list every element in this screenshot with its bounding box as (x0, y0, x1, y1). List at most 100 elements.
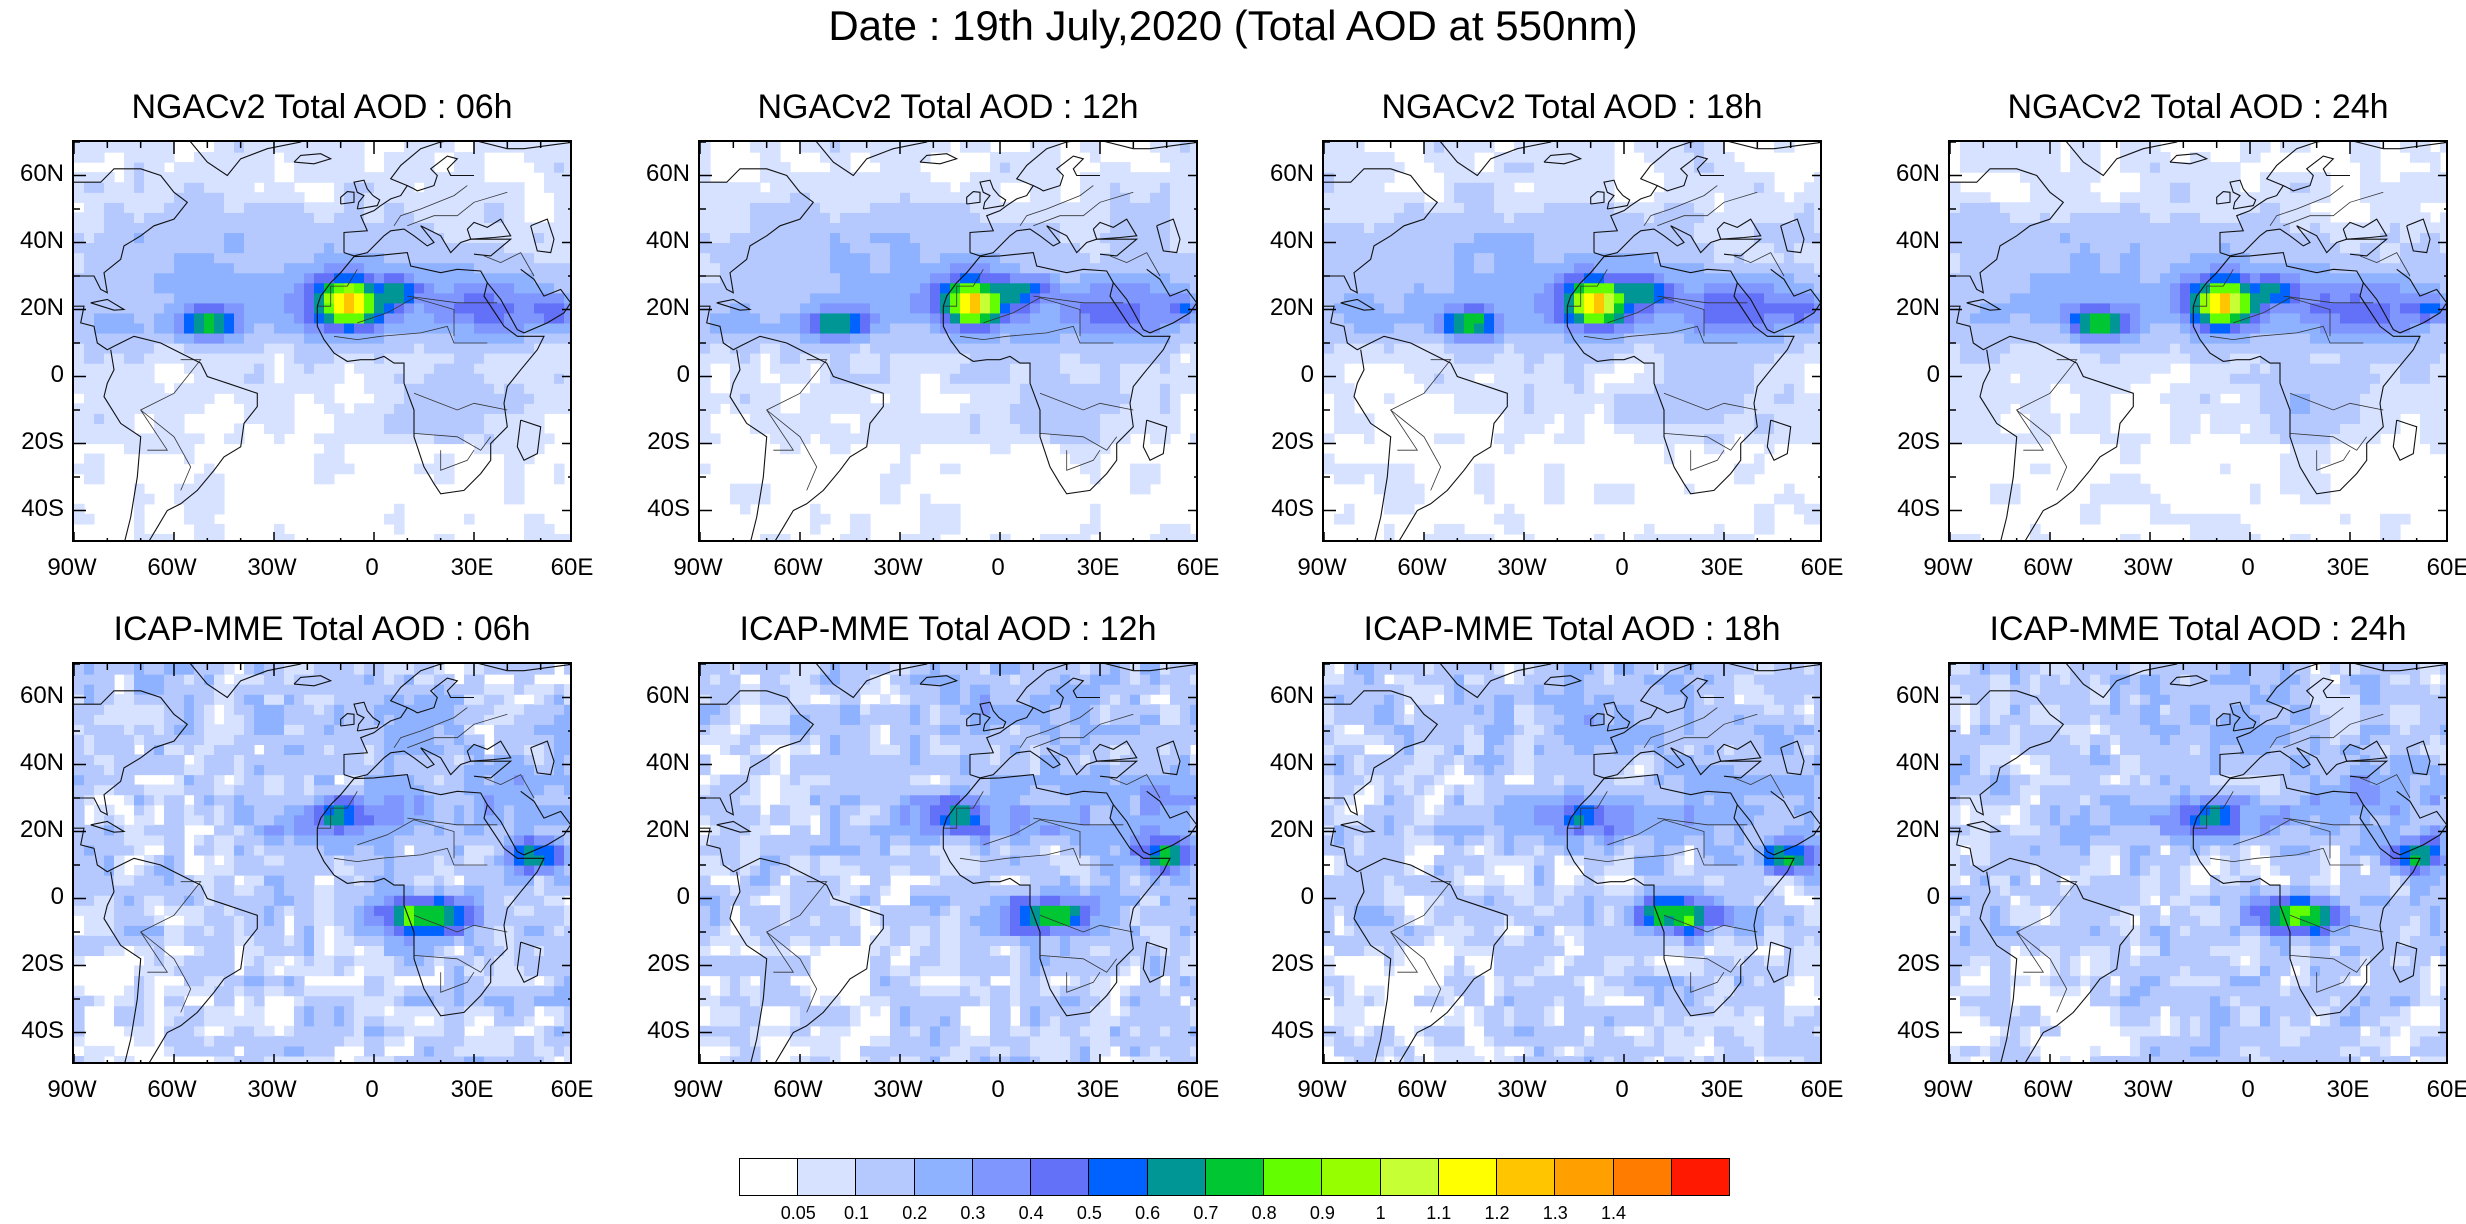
y-tick-label: 20N (8, 816, 64, 844)
x-tick-label: 30W (2108, 1076, 2188, 1104)
x-tick-label: 0 (1582, 1076, 1662, 1104)
colorbar-box (1613, 1158, 1672, 1196)
colorbar-tick-label: 0.05 (768, 1203, 828, 1224)
panel-title: ICAP-MME Total AOD : 18h (1262, 610, 1882, 649)
y-tick-label: 20S (8, 950, 64, 978)
y-tick-label: 20S (634, 428, 690, 456)
y-tick-label: 0 (1884, 361, 1940, 389)
y-tick-label: 0 (1258, 361, 1314, 389)
aod-field (1324, 664, 1822, 1064)
colorbar-box (1380, 1158, 1439, 1196)
map-plot-area (698, 662, 1198, 1064)
colorbar-tick-label: 0.3 (943, 1203, 1003, 1224)
y-tick-label: 0 (634, 361, 690, 389)
y-tick-label: 20S (1258, 950, 1314, 978)
map-plot-area (698, 140, 1198, 542)
aod-field (1950, 664, 2448, 1064)
y-tick-label: 40S (1884, 1017, 1940, 1045)
y-tick-label: 20S (1884, 428, 1940, 456)
y-tick-label: 20N (8, 294, 64, 322)
x-tick-label: 60E (1782, 554, 1862, 582)
y-tick-label: 40S (1884, 495, 1940, 523)
colorbar-box (739, 1158, 798, 1196)
colorbar-tick-label: 1 (1351, 1203, 1411, 1224)
x-tick-label: 90W (658, 1076, 738, 1104)
y-tick-label: 40N (634, 227, 690, 255)
y-tick-label: 40S (634, 495, 690, 523)
x-tick-label: 60W (1382, 554, 1462, 582)
y-tick-label: 40S (8, 495, 64, 523)
x-tick-label: 0 (1582, 554, 1662, 582)
colorbar-tick-label: 0.7 (1176, 1203, 1236, 1224)
y-tick-label: 20S (1884, 950, 1940, 978)
y-tick-label: 40N (8, 227, 64, 255)
x-tick-label: 30W (1482, 554, 1562, 582)
map-plot-area (1322, 140, 1822, 542)
colorbar-tick-label: 1.2 (1467, 1203, 1527, 1224)
y-tick-label: 20N (1884, 294, 1940, 322)
x-tick-label: 30E (432, 1076, 512, 1104)
x-tick-label: 30E (1058, 554, 1138, 582)
y-tick-label: 40N (1258, 227, 1314, 255)
x-tick-label: 30W (858, 1076, 938, 1104)
colorbar-tick-label: 0.5 (1059, 1203, 1119, 1224)
y-tick-label: 40S (8, 1017, 64, 1045)
y-tick-label: 0 (1258, 883, 1314, 911)
x-tick-label: 60E (1158, 1076, 1238, 1104)
panel-title: ICAP-MME Total AOD : 12h (638, 610, 1258, 649)
y-tick-label: 0 (634, 883, 690, 911)
aod-field (74, 664, 572, 1064)
x-tick-label: 0 (332, 1076, 412, 1104)
colorbar-box (1554, 1158, 1613, 1196)
x-tick-label: 30W (2108, 554, 2188, 582)
map-plot-area (1948, 662, 2448, 1064)
aod-field (1950, 142, 2448, 542)
x-tick-label: 30E (1682, 554, 1762, 582)
y-tick-label: 0 (8, 883, 64, 911)
x-tick-label: 90W (1282, 554, 1362, 582)
y-tick-label: 40N (1884, 227, 1940, 255)
x-tick-label: 90W (32, 554, 112, 582)
y-tick-label: 20N (634, 816, 690, 844)
colorbar-box (1147, 1158, 1206, 1196)
x-tick-label: 60W (758, 1076, 838, 1104)
y-tick-label: 40S (1258, 1017, 1314, 1045)
y-tick-label: 0 (1884, 883, 1940, 911)
y-tick-label: 60N (1258, 160, 1314, 188)
map-plot-area (1948, 140, 2448, 542)
x-tick-label: 90W (1282, 1076, 1362, 1104)
x-tick-label: 0 (958, 1076, 1038, 1104)
colorbar (740, 1158, 1730, 1196)
aod-map (1324, 142, 1822, 542)
y-tick-label: 60N (8, 160, 64, 188)
y-tick-label: 0 (8, 361, 64, 389)
x-tick-label: 0 (332, 554, 412, 582)
colorbar-tick-label: 0.9 (1292, 1203, 1352, 1224)
y-tick-label: 40N (1884, 749, 1940, 777)
x-tick-label: 30W (232, 554, 312, 582)
x-tick-label: 90W (658, 554, 738, 582)
y-tick-label: 20N (1884, 816, 1940, 844)
colorbar-box (855, 1158, 914, 1196)
map-plot-area (72, 140, 572, 542)
y-tick-label: 40N (634, 749, 690, 777)
colorbar-tick-label: 0.8 (1234, 1203, 1294, 1224)
colorbar-box (972, 1158, 1031, 1196)
aod-map (74, 664, 572, 1064)
aod-field (74, 142, 572, 542)
x-tick-label: 60W (132, 554, 212, 582)
colorbar-tick-label: 0.6 (1118, 1203, 1178, 1224)
colorbar-tick-label: 1.4 (1584, 1203, 1644, 1224)
x-tick-label: 60W (2008, 554, 2088, 582)
y-tick-label: 20S (1258, 428, 1314, 456)
y-tick-label: 60N (634, 160, 690, 188)
aod-field (700, 142, 1198, 542)
y-tick-label: 20S (634, 950, 690, 978)
aod-map (1950, 142, 2448, 542)
x-tick-label: 60E (2408, 1076, 2466, 1104)
